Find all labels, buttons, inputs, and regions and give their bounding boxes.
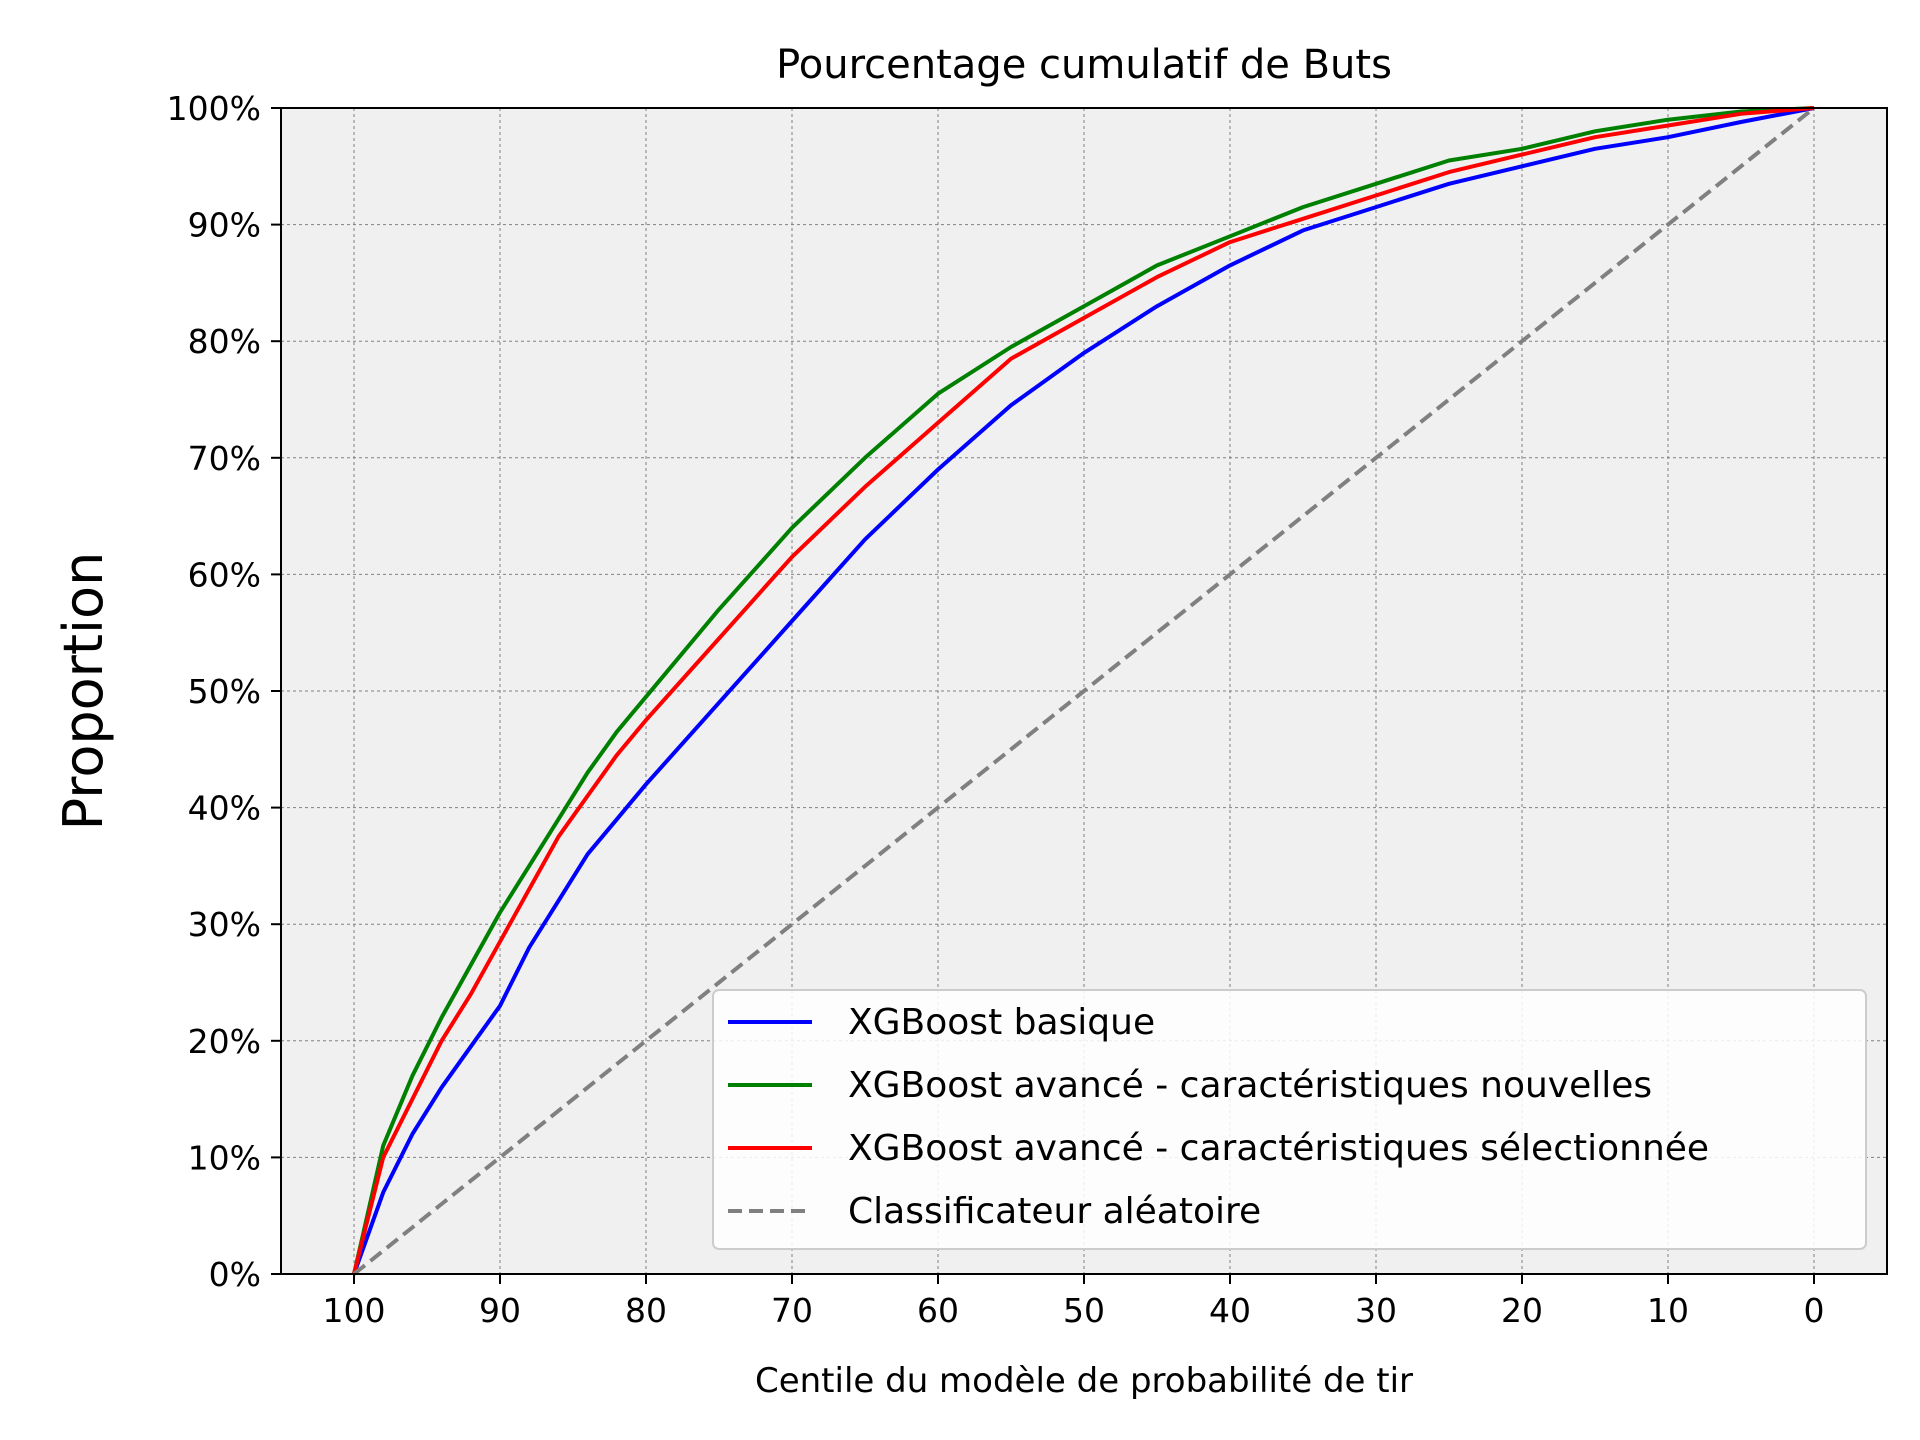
legend-label-3: Classificateur aléatoire [848,1191,1261,1232]
x-tick-label: 40 [1209,1291,1251,1330]
chart-title: Pourcentage cumulatif de Buts [776,42,1392,88]
series-line-2 [352,106,1815,1275]
legend-label-2: XGBoost avancé - caractéristiques sélect… [848,1128,1709,1169]
legend: XGBoost basique XGBoost avancé - caractér… [712,989,1867,1250]
y-tick-label: 90% [188,206,261,245]
x-tick-label: 10 [1647,1291,1689,1330]
legend-label-1: XGBoost avancé - caractéristiques nouvel… [848,1065,1652,1106]
x-tick-label: 30 [1355,1291,1397,1330]
y-tick-label: 30% [188,905,261,944]
series-group [352,106,1816,1276]
y-tick-label: 50% [188,672,261,711]
legend-label-0: XGBoost basique [848,1002,1155,1043]
legend-box [712,989,1867,1250]
x-axis-label: Centile du modèle de probabilité de tir [755,1361,1413,1401]
y-tick-label: 60% [188,555,261,594]
y-tick-label: 20% [188,1022,261,1061]
y-tick-label: 70% [188,439,261,478]
y-tick-label: 80% [188,322,261,361]
y-axis-label: Proportion [52,552,115,831]
x-tick-label: 90 [479,1291,521,1330]
x-tick-label: 70 [771,1291,813,1330]
x-tick-label: 20 [1501,1291,1543,1330]
series-line-1 [352,106,1815,1275]
x-tick-label: 100 [323,1291,386,1330]
x-tick-label: 60 [917,1291,959,1330]
y-tick-label: 100% [167,89,261,128]
series-line-0 [352,106,1815,1275]
x-tick-label: 80 [625,1291,667,1330]
y-tick-label: 0% [209,1255,261,1294]
y-tick-label: 10% [188,1138,261,1177]
y-tick-label: 40% [188,789,261,828]
x-tick-label: 50 [1063,1291,1105,1330]
axis-ticks: 100 90 80 70 60 50 40 30 20 10 00%10%20%30%40%50%6… [167,89,1825,1330]
x-tick-label: 0 [1804,1291,1825,1330]
series-line-3 [352,106,1816,1276]
